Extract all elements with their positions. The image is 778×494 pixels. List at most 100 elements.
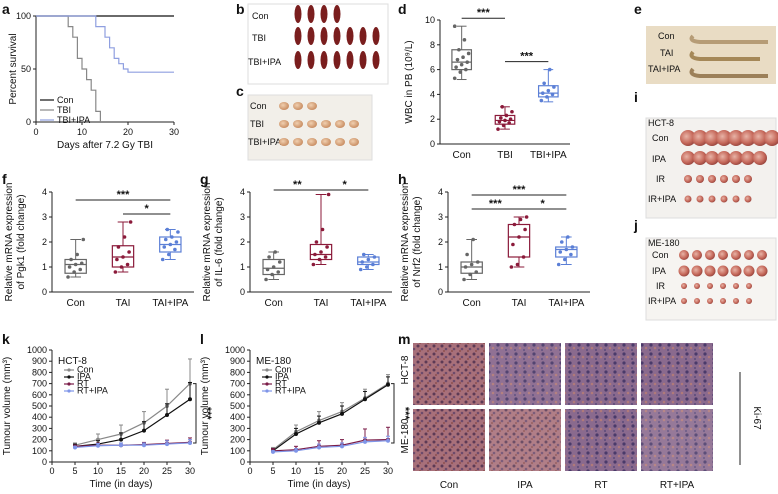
ihc-image bbox=[489, 409, 561, 471]
tumour-sample bbox=[728, 130, 744, 146]
data-point bbox=[314, 240, 319, 244]
ihc-image bbox=[413, 409, 485, 471]
hct8-tumour-photo: HCT-8 Con IPA IR IR+IPA bbox=[645, 117, 778, 219]
data-point bbox=[311, 262, 316, 267]
data-point bbox=[563, 257, 567, 262]
y-tick-label: 1 bbox=[438, 262, 443, 272]
data-point bbox=[462, 277, 466, 282]
data-point bbox=[497, 119, 502, 124]
tumour-sample bbox=[707, 298, 713, 304]
data-point bbox=[511, 242, 515, 247]
data-point bbox=[503, 118, 507, 123]
x-tick-label: 10 bbox=[291, 466, 301, 476]
x-category-label: TAI+IPA bbox=[548, 298, 584, 309]
data-point bbox=[475, 260, 480, 264]
box-con bbox=[64, 258, 87, 274]
ihc-row-label: ME-180 bbox=[400, 418, 411, 453]
data-point bbox=[499, 116, 503, 120]
data-point bbox=[267, 255, 271, 259]
hct8-tumour-samples bbox=[680, 130, 778, 203]
panel-label-m: m bbox=[398, 331, 410, 347]
tumour-sample bbox=[694, 283, 700, 289]
tumour-sample bbox=[744, 175, 752, 183]
data-point bbox=[518, 217, 523, 222]
y-tick-label: 4 bbox=[430, 89, 435, 99]
x-category-label: TAI+IPA bbox=[350, 298, 386, 309]
data-point bbox=[372, 255, 377, 259]
tumour-sample bbox=[718, 250, 728, 260]
tumour-sample bbox=[729, 151, 743, 165]
data-point bbox=[72, 270, 76, 274]
tumour-row-label: IR+IPA bbox=[648, 194, 676, 204]
me180-tumour-samples bbox=[678, 250, 768, 304]
data-point bbox=[452, 24, 457, 29]
intestine-row-label: TAI+IPA bbox=[648, 64, 680, 74]
data-point bbox=[515, 262, 520, 267]
spleen-sample bbox=[294, 51, 302, 69]
data-point bbox=[73, 445, 77, 450]
legend-label: IPA bbox=[77, 372, 91, 382]
data-point bbox=[294, 448, 298, 453]
data-point bbox=[165, 412, 169, 417]
box-con bbox=[451, 49, 473, 71]
tumour-sample bbox=[678, 265, 690, 277]
tumour-sample bbox=[680, 130, 696, 146]
data-point bbox=[271, 265, 276, 269]
chart-title: HCT-8 bbox=[58, 356, 87, 367]
y-tick-label: 100 bbox=[16, 11, 31, 21]
tumour-sample bbox=[740, 130, 756, 146]
tumour-sample bbox=[720, 283, 726, 289]
nrf2-box-chart: 0 1 2 3 4 Relative mRNA expression of Nrf2 (fo… bbox=[400, 183, 590, 309]
thymus-sample bbox=[279, 120, 289, 128]
y-tick-label: 0 bbox=[240, 457, 245, 467]
legend-marker bbox=[265, 389, 269, 393]
ihc-image bbox=[565, 409, 637, 471]
significance-label: *** bbox=[477, 7, 491, 19]
data-point bbox=[113, 270, 118, 274]
data-point bbox=[116, 245, 121, 249]
ihc-row-label: HCT-8 bbox=[400, 355, 411, 384]
tumour-sample bbox=[705, 151, 719, 165]
data-point bbox=[454, 65, 458, 69]
thymus-sample bbox=[335, 138, 345, 146]
data-point bbox=[358, 267, 363, 272]
y-tick-label: 400 bbox=[230, 412, 245, 422]
spleen-sample bbox=[359, 51, 367, 69]
tumour-sample bbox=[684, 175, 692, 183]
data-point bbox=[264, 277, 268, 282]
data-point bbox=[79, 261, 84, 266]
spleen-sample bbox=[346, 51, 354, 69]
y-tick-label: 2 bbox=[430, 114, 435, 124]
data-point bbox=[127, 250, 131, 254]
tumour-row-label: Con bbox=[652, 133, 669, 143]
data-point bbox=[556, 262, 561, 267]
spleen-row-label: TBI+IPA bbox=[248, 57, 281, 67]
y-tick-label: 300 bbox=[32, 423, 47, 433]
tumour-sample bbox=[764, 130, 778, 146]
thymus-photo: Con TBI TBI+IPA bbox=[247, 94, 373, 161]
panel-label-b: b bbox=[236, 1, 245, 17]
intestine-sample bbox=[689, 67, 768, 78]
y-tick-label: 0 bbox=[430, 139, 435, 149]
tumour-sample bbox=[756, 265, 768, 277]
intestine-photo: Con TAI TAI+IPA bbox=[646, 26, 776, 84]
tumour-sample bbox=[693, 151, 707, 165]
tumour-sample bbox=[716, 130, 732, 146]
data-point bbox=[523, 227, 527, 232]
y-axis-label: Tumour volume (mm³) bbox=[200, 357, 211, 456]
significance-label: *** bbox=[399, 407, 411, 421]
y-tick-label: 800 bbox=[230, 367, 245, 377]
x-tick-label: 0 bbox=[49, 466, 54, 476]
data-point bbox=[496, 127, 500, 131]
data-point bbox=[539, 98, 544, 103]
spleen-row-label: TBI bbox=[252, 33, 266, 43]
panel-labels: a b c d e f g h i j k l m bbox=[2, 1, 642, 347]
tumour-sample bbox=[741, 151, 755, 165]
data-point bbox=[386, 438, 390, 443]
thymus-row-label: TBI bbox=[250, 119, 264, 129]
x-tick-label: 30 bbox=[185, 466, 195, 476]
y-tick-label: 1000 bbox=[225, 345, 245, 355]
significance-label: * bbox=[343, 179, 348, 191]
tumour-sample bbox=[733, 298, 739, 304]
panel-label-k: k bbox=[2, 331, 10, 347]
